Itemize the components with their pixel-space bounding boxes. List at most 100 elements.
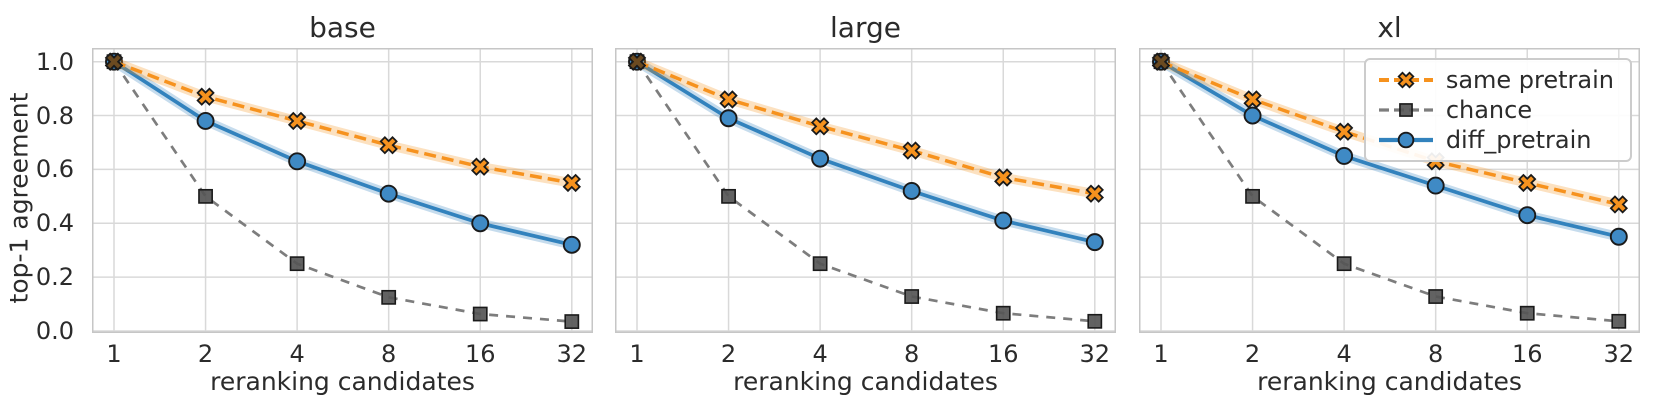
subplot-title: base (309, 11, 376, 44)
subplot-large: large reranking candidates 1 2 4 8 16 32 (615, 0, 1116, 415)
overlap-marker (1151, 52, 1171, 71)
x-tick-label: 1 (106, 340, 122, 368)
x-tick-label: 2 (720, 340, 737, 368)
y-tick-label: 0.4 (35, 209, 74, 238)
x-tick-label: 8 (1428, 340, 1444, 368)
circle-marker (1335, 147, 1354, 165)
x-tick-label: 8 (904, 340, 920, 368)
circle-marker (196, 111, 215, 130)
x-tick-label: 2 (197, 340, 214, 368)
axes-spines (92, 48, 593, 333)
x-tick-label: 16 (464, 340, 496, 368)
x-tick-label: 1 (1153, 340, 1169, 368)
subplot-base: base reranking candidates 1 2 4 8 16 32 (92, 0, 593, 415)
square-marker (289, 256, 305, 272)
square-marker (472, 306, 488, 322)
axes-spines (1139, 48, 1640, 333)
diff-pretrain-line (1160, 60, 1620, 239)
x-marker (1085, 184, 1104, 203)
subplot-title: large (830, 11, 901, 44)
chance-line (112, 60, 572, 323)
x-marker (1243, 90, 1262, 109)
circle-marker (1243, 106, 1262, 125)
diff-pretrain-line (636, 60, 1096, 244)
circle-marker (902, 182, 921, 200)
x-tick-label: 8 (381, 340, 397, 368)
circle-marker (994, 211, 1013, 230)
same-pretrain-line (636, 60, 1096, 196)
x-tick-label: 16 (987, 340, 1019, 368)
legend-item-chance: chance (1377, 95, 1614, 125)
x-marker (379, 135, 398, 155)
circle-marker (562, 235, 581, 254)
x-marker (471, 157, 490, 176)
square-marker (904, 289, 920, 304)
x-tick-label: 4 (1336, 340, 1352, 368)
x-tick-label: 16 (1511, 340, 1543, 368)
x-marker (902, 141, 921, 160)
x-tick-label: 4 (812, 340, 828, 368)
same-pretrain-line (113, 60, 573, 185)
square-marker (1611, 313, 1627, 329)
chance-swatch-icon (1378, 103, 1433, 117)
legend-item-diff-pretrain: diff_pretrain (1377, 125, 1614, 155)
square-marker (995, 305, 1011, 321)
x-marker (1609, 195, 1628, 214)
x-axis-label: reranking candidates (1257, 367, 1522, 396)
x-tick-label: 2 (1244, 340, 1261, 368)
diff-pretrain-line (112, 60, 573, 247)
square-marker (1428, 289, 1444, 304)
subplot-title: xl (1377, 11, 1402, 44)
circle-marker (1426, 176, 1445, 195)
circle-marker (1518, 206, 1537, 225)
legend: same pretrain chance diff_pretrain (1363, 58, 1632, 162)
subplot-xl: xl reranking candidates same pretrain ch… (1139, 0, 1640, 415)
square-marker (1245, 188, 1260, 204)
plot-canvas (615, 48, 1116, 333)
chance-line (1159, 60, 1619, 323)
x-axis-label: reranking candidates (210, 367, 475, 396)
y-tick-label: 0.2 (35, 263, 74, 292)
y-tick-label: 0.0 (35, 317, 74, 345)
x-tick-label: 32 (1603, 340, 1635, 368)
x-marker (810, 117, 830, 136)
legend-label: diff_pretrain (1445, 126, 1592, 154)
x-marker (287, 111, 307, 131)
square-marker (198, 188, 213, 204)
square-marker (1336, 256, 1352, 272)
y-tick-label: 0.6 (35, 155, 74, 184)
square-marker (1087, 313, 1103, 329)
x-tick-label: 1 (629, 340, 645, 368)
circle-marker (1609, 227, 1628, 246)
x-marker (994, 168, 1013, 187)
overlap-marker (627, 52, 647, 71)
legend-item-same-pretrain: same pretrain (1377, 65, 1614, 95)
x-tick-label: 32 (1079, 340, 1111, 368)
legend-label: same pretrain (1445, 66, 1614, 94)
diff-pretrain-swatch-icon (1378, 131, 1433, 149)
x-marker (1518, 173, 1537, 193)
axes-spines (615, 48, 1116, 333)
y-tick-label: 1.0 (35, 47, 74, 76)
x-marker (196, 87, 215, 106)
legend-label: chance (1445, 96, 1533, 124)
x-marker (1334, 122, 1354, 141)
x-tick-label: 32 (556, 340, 588, 368)
square-marker (564, 314, 580, 329)
square-marker (1398, 103, 1413, 117)
circle-marker (379, 184, 398, 203)
square-marker (812, 256, 828, 272)
square-marker (721, 188, 736, 204)
circle-marker (471, 214, 490, 233)
x-tick-label: 4 (289, 340, 305, 368)
x-marker (562, 173, 581, 193)
circle-marker (1085, 233, 1104, 252)
square-marker (381, 289, 397, 305)
circle-marker (1397, 131, 1415, 149)
x-axis-label: reranking candidates (733, 367, 998, 396)
chance-line (635, 60, 1095, 323)
plot-canvas (92, 48, 593, 333)
overlap-marker (104, 52, 124, 71)
circle-marker (288, 152, 307, 171)
